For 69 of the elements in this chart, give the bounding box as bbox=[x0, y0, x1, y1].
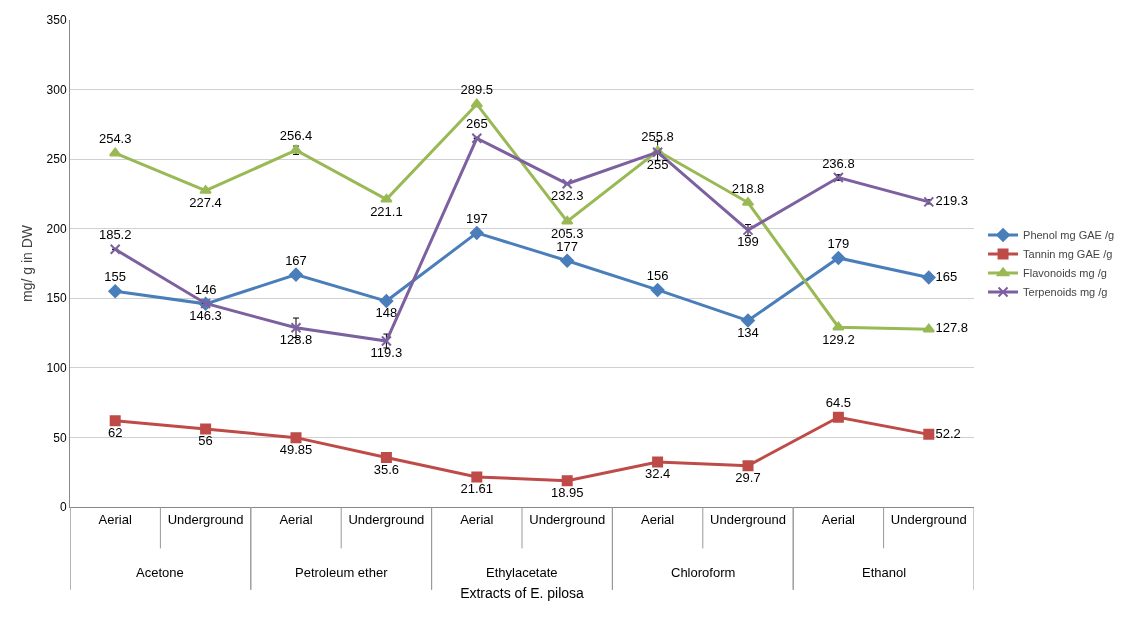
data-label: 256.4 bbox=[279, 128, 313, 144]
data-label: 129.2 bbox=[822, 331, 855, 347]
x-tick-label: Aerial bbox=[98, 511, 132, 527]
data-label: 177 bbox=[556, 238, 579, 254]
data-label: 148 bbox=[375, 305, 398, 321]
data-label: 29.7 bbox=[735, 470, 761, 486]
data-label: 18.95 bbox=[550, 485, 584, 501]
data-label: 49.85 bbox=[279, 442, 313, 458]
y-tick-label: 250 bbox=[46, 152, 67, 167]
data-label: 56 bbox=[198, 433, 213, 449]
data-label: 134 bbox=[737, 324, 759, 340]
x-tick-label: Aerial bbox=[821, 511, 856, 527]
x-tick-label: Underground bbox=[348, 511, 425, 527]
data-label: 255.8 bbox=[641, 129, 674, 145]
data-label: 32.4 bbox=[644, 466, 671, 482]
x-tick-label: Underground bbox=[167, 511, 244, 527]
data-label: 236.8 bbox=[822, 155, 855, 171]
x-tick-label: Aerial bbox=[279, 511, 313, 527]
data-label: 165 bbox=[935, 268, 958, 284]
y-tick-label: 300 bbox=[46, 82, 67, 97]
data-label: 255 bbox=[646, 156, 669, 172]
data-label: 52.2 bbox=[935, 425, 961, 441]
x-tick-label: Underground bbox=[529, 511, 606, 527]
data-label: 179 bbox=[827, 236, 850, 252]
x-tick-label: Underground bbox=[710, 511, 786, 527]
y-axis-title: mg/ g in DW bbox=[19, 224, 35, 303]
data-label: 205.3 bbox=[550, 225, 584, 241]
x-tick-label: Aerial bbox=[460, 511, 494, 527]
y-tick-label: 100 bbox=[46, 361, 67, 376]
data-label: 155 bbox=[104, 269, 127, 285]
data-label: 227.4 bbox=[189, 194, 222, 210]
data-label: 199 bbox=[737, 234, 759, 250]
data-label: 289.5 bbox=[460, 82, 494, 98]
data-label: 21.61 bbox=[460, 481, 494, 497]
text: Acetone bbox=[136, 565, 184, 580]
data-label: 221.1 bbox=[370, 203, 403, 219]
data-label: 146 bbox=[194, 281, 217, 297]
y-tick-label: 150 bbox=[46, 291, 67, 306]
text: Ethylacetate bbox=[486, 565, 558, 580]
data-label: 219.3 bbox=[935, 193, 968, 209]
data-label: 232.3 bbox=[550, 188, 584, 204]
y-tick-label: 50 bbox=[53, 430, 67, 445]
text: Ethanol bbox=[862, 565, 907, 580]
data-label: 218.8 bbox=[731, 180, 765, 196]
data-label: 197 bbox=[465, 211, 488, 227]
y-tick-label: 200 bbox=[46, 221, 67, 236]
text: Petroleum ether bbox=[295, 565, 389, 580]
data-label: 167 bbox=[285, 252, 307, 268]
x-axis-title: Extracts of E. pilosa bbox=[460, 584, 585, 601]
data-label: 185.2 bbox=[98, 227, 132, 243]
data-label: 254.3 bbox=[98, 131, 132, 147]
data-label: 265 bbox=[465, 116, 488, 132]
legend-label: Tannin mg GAE /g bbox=[1023, 248, 1113, 261]
data-label: 156 bbox=[646, 268, 669, 284]
x-tick-label: Underground bbox=[890, 511, 967, 527]
y-tick-label: 0 bbox=[59, 500, 67, 515]
data-label: 128.8 bbox=[279, 332, 313, 348]
legend-label: Phenol mg GAE /g bbox=[1023, 229, 1115, 242]
legend-label: Flavonoids mg /g bbox=[1023, 267, 1107, 280]
data-label: 146.3 bbox=[189, 307, 222, 323]
x-tick-label: Aerial bbox=[640, 511, 675, 527]
legend-label: Terpenoids mg /g bbox=[1023, 286, 1108, 299]
data-label: 62 bbox=[107, 425, 123, 441]
data-label: 119.3 bbox=[370, 345, 403, 361]
data-label: 35.6 bbox=[373, 461, 400, 477]
y-tick-label: 350 bbox=[46, 13, 67, 28]
text: Chloroform bbox=[671, 565, 736, 580]
data-label: 127.8 bbox=[935, 320, 968, 336]
data-label: 64.5 bbox=[825, 395, 852, 411]
